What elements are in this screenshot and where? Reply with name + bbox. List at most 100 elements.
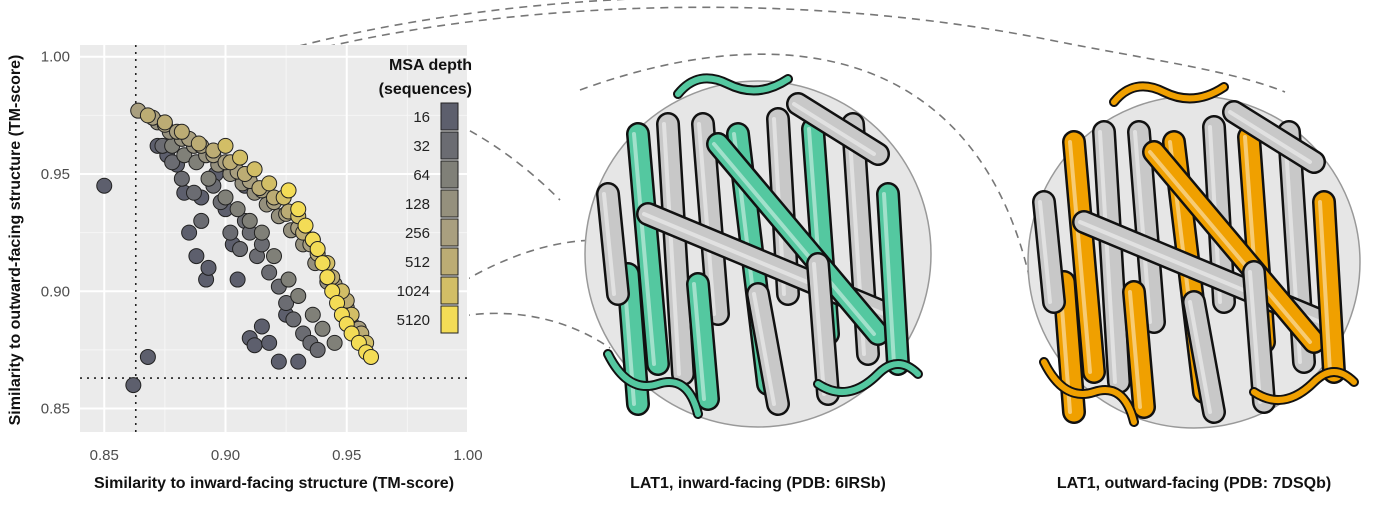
outward-caption: LAT1, outward-facing (PDB: 7DSQb) (1057, 475, 1331, 492)
data-point-depth-64 (266, 248, 282, 265)
legend-swatch (440, 247, 459, 276)
data-point-depth-32 (285, 311, 302, 328)
data-point-depth-32 (232, 241, 249, 258)
connector-outward (579, 53, 1031, 281)
data-point-depth-16 (188, 248, 205, 265)
data-point-depth-32 (309, 341, 326, 358)
legend-swatch (440, 160, 459, 189)
data-point-depth-5120 (290, 201, 307, 218)
helix-highlight (1148, 150, 1312, 344)
helix-highlight (1068, 140, 1092, 374)
x-tick-label: 0.85 (90, 447, 119, 464)
x-tick-label: 0.95 (332, 447, 361, 464)
y-tick-label: 0.90 (41, 283, 70, 300)
helix-highlight (752, 292, 776, 406)
x-tick-label: 0.90 (211, 447, 240, 464)
helix-highlight (632, 132, 656, 366)
y-axis-title: Similarity to outward-facing structure (… (7, 55, 24, 426)
helix (1144, 142, 1324, 352)
data-point-depth-16 (139, 348, 156, 365)
helix-highlight (882, 192, 896, 366)
data-point-depth-32 (185, 184, 202, 201)
legend-label: 5120 (397, 312, 430, 329)
x-tick-label: 1.00 (453, 447, 482, 464)
legend-label: 16 (413, 109, 430, 126)
y-tick-label: 1.00 (41, 49, 70, 66)
loop (605, 351, 701, 417)
grid-lines (80, 45, 469, 432)
data-point-depth-512 (139, 107, 156, 124)
loop (1111, 83, 1227, 105)
data-point-depth-16 (125, 377, 142, 394)
data-point-depth-16 (261, 334, 278, 351)
data-point-depth-64 (253, 224, 270, 241)
helix-highlight (1128, 290, 1142, 409)
data-point-depth-64 (241, 212, 258, 229)
y-tick-label: 0.95 (41, 166, 70, 183)
legend-label: 1024 (397, 283, 430, 300)
data-point-depth-16 (200, 259, 217, 276)
helix (878, 184, 908, 374)
helix (658, 114, 693, 384)
legend-label: 128 (405, 196, 430, 213)
helix (808, 254, 838, 404)
data-point-depth-32 (164, 154, 181, 171)
loop (1041, 359, 1137, 425)
helix-highlight (1133, 130, 1152, 324)
data-point-depth-64 (217, 189, 234, 206)
legend-label: 256 (405, 225, 430, 242)
helix (598, 184, 628, 304)
data-point-depth-32 (193, 212, 210, 229)
helix-highlight (692, 282, 706, 401)
legend-label: 32 (413, 138, 430, 155)
helix-highlight (1248, 270, 1262, 404)
legend-swatch (440, 131, 459, 160)
data-point-depth-16 (96, 177, 113, 194)
loop (815, 361, 921, 395)
helix (628, 124, 668, 374)
y-tick-labels: 0.85 0.90 0.95 1.00 (41, 49, 70, 418)
data-point-depth-64 (304, 306, 321, 323)
helix-highlight (1188, 300, 1212, 414)
data-point-depth-16 (229, 271, 246, 288)
helix (1129, 122, 1164, 332)
legend-swatch (440, 276, 459, 305)
data-point-depth-5120 (280, 182, 297, 199)
data-point-depth-32 (222, 224, 239, 241)
loop (675, 75, 791, 97)
scatter-plot: 0.85 0.90 0.95 1.00 0.85 0.90 0.95 1.00 Simila… (7, 45, 483, 492)
inward-helices (596, 73, 923, 419)
helix (693, 114, 728, 324)
helix (1184, 292, 1224, 422)
helix (1094, 122, 1129, 392)
data-point-depth-16 (290, 353, 307, 370)
helix (688, 274, 718, 409)
helix (1314, 192, 1344, 382)
data-point-depth-1024 (246, 161, 263, 178)
data-point-depth-16 (253, 318, 270, 335)
data-point-depth-64 (314, 320, 331, 337)
x-tick-labels: 0.85 0.90 0.95 1.00 (90, 447, 483, 464)
data-point-depth-64 (290, 287, 307, 304)
data-point-depth-512 (190, 135, 207, 152)
data-point-depth-1024 (217, 137, 234, 154)
helix (1224, 102, 1324, 172)
outward-structure: LAT1, outward-facing (PDB: 7DSQb) (1027, 81, 1361, 492)
helix-highlight (1098, 130, 1117, 384)
helix (788, 94, 888, 164)
data-point-depth-64 (326, 334, 343, 351)
data-point-depth-16 (181, 224, 198, 241)
legend: MSA depth (sequences) 16 32 64 128 256 512 102… (379, 57, 472, 334)
legend-swatch (440, 218, 459, 247)
legend-swatch (440, 189, 459, 218)
data-point-depth-32 (261, 264, 278, 281)
data-point-depth-64 (176, 147, 193, 164)
helix (1244, 262, 1274, 412)
data-point-depth-512 (173, 123, 190, 140)
legend-swatch (440, 305, 459, 334)
inward-caption: LAT1, inward-facing (PDB: 6IRSb) (630, 475, 886, 492)
helix-highlight (1318, 200, 1332, 374)
data-point-depth-64 (229, 201, 246, 218)
data-point-depth-32 (173, 170, 190, 187)
